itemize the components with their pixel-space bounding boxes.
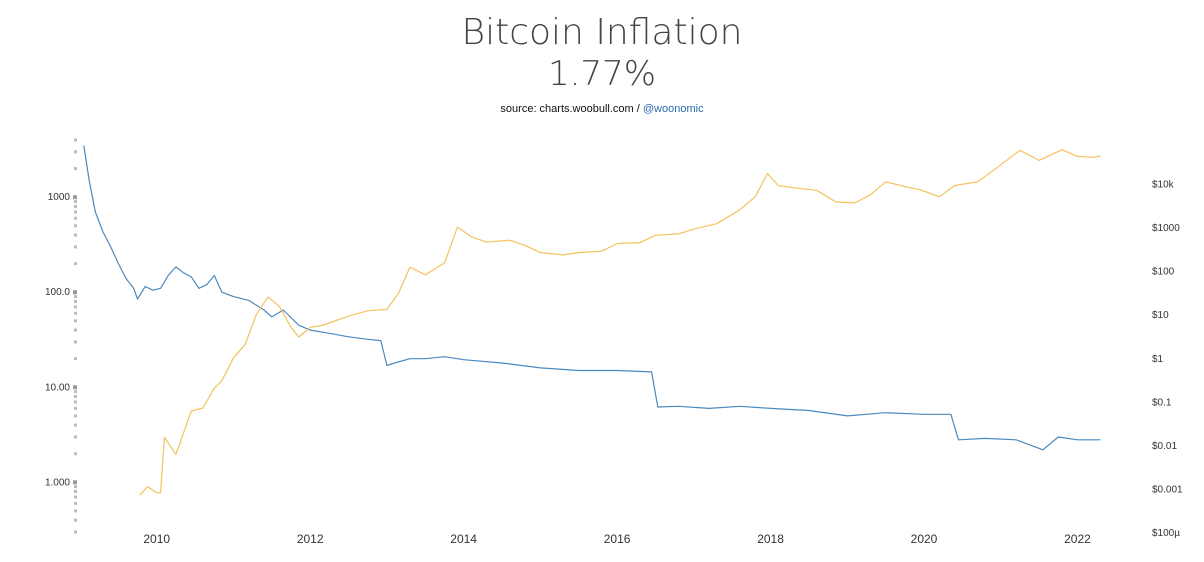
left-minor-tick-1-8: [74, 204, 77, 208]
left-minor-tick-2-2: [74, 357, 77, 361]
left-minor-tick-1-9: [74, 200, 77, 204]
x-tick-label-2018: 2018: [757, 532, 784, 546]
right-tick-label-5: $0.1: [1152, 397, 1172, 408]
x-tick-label-2016: 2016: [604, 532, 631, 546]
source-line: source: charts.woobull.com / @woonomic: [0, 103, 1204, 115]
left-minor-tick-0-2: [74, 167, 77, 171]
right-tick-label-6: $0.01: [1152, 441, 1177, 452]
left-minor-tick-sub-7: [74, 495, 77, 499]
left-minor-tick-sub-4: [74, 518, 77, 522]
left-minor-tick-3-4: [74, 423, 77, 427]
price-line: [139, 149, 1101, 496]
x-tick-label-2012: 2012: [297, 532, 324, 546]
right-tick-label-4: $1: [1152, 354, 1164, 365]
left-minor-tick-1-4: [74, 233, 77, 237]
left-minor-tick-1-7: [74, 210, 77, 214]
left-minor-tick-sub-6: [74, 501, 77, 505]
left-minor-tick-2-9: [74, 295, 77, 299]
chart-title: Bitcoin Inflation: [461, 12, 743, 53]
left-tick-mark-3: [73, 480, 77, 485]
x-axis: 2010 2012 2014 2016 2018 2020 2022: [143, 532, 1091, 546]
left-tick-mark-0: [73, 195, 77, 200]
left-tick-label-3: 1.000: [45, 477, 70, 488]
left-tick-label-0: 1000: [48, 192, 71, 203]
left-minor-tick-0-4: [74, 138, 77, 142]
left-minor-tick-1-3: [74, 245, 77, 249]
x-tick-label-2014: 2014: [450, 532, 477, 546]
source-text: source: charts.woobull.com /: [500, 103, 640, 115]
left-tick-mark-2: [73, 385, 77, 390]
left-minor-tick-1-2: [74, 262, 77, 266]
left-minor-tick-3-2: [74, 452, 77, 456]
left-minor-tick-sub-3: [74, 530, 77, 534]
left-minor-tick-sub-8: [74, 490, 77, 494]
left-minor-tick-0-3: [74, 150, 77, 154]
right-tick-label-1: $1000: [1152, 223, 1180, 234]
right-tick-label-0: $10k: [1152, 180, 1175, 191]
left-minor-tick-2-7: [74, 305, 77, 309]
left-minor-tick-3-7: [74, 400, 77, 404]
left-minor-tick-2-8: [74, 299, 77, 303]
right-tick-label-3: $10: [1152, 310, 1169, 321]
left-minor-tick-2-5: [74, 319, 77, 323]
left-minor-tick-3-8: [74, 394, 77, 398]
left-minor-tick-2-6: [74, 311, 77, 315]
left-minor-tick-3-9: [74, 390, 77, 394]
right-tick-label-7: $0.001: [1152, 484, 1183, 495]
x-tick-label-2020: 2020: [911, 532, 938, 546]
left-minor-tick-3-6: [74, 406, 77, 410]
left-minor-tick-1-6: [74, 216, 77, 220]
right-tick-label-8: $100µ: [1152, 528, 1180, 539]
x-tick-label-2010: 2010: [143, 532, 170, 546]
source-handle-link[interactable]: @woonomic: [642, 103, 704, 115]
left-minor-tick-1-5: [74, 224, 77, 228]
left-minor-tick-sub-5: [74, 509, 77, 513]
series-lines: [83, 145, 1101, 496]
left-minor-tick-3-3: [74, 435, 77, 439]
right-tick-label-2: $100: [1152, 267, 1175, 278]
left-minor-tick-3-5: [74, 414, 77, 418]
left-minor-tick-2-4: [74, 328, 77, 332]
left-minor-tick-sub-9: [74, 485, 77, 489]
left-tick-label-1: 100.0: [45, 287, 70, 298]
x-tick-label-2022: 2022: [1064, 532, 1091, 546]
left-tick-label-2: 10.00: [45, 382, 70, 393]
right-axis: $10k $1000 $100 $10 $1 $0.1 $0.01 $0.001 $100µ: [1152, 180, 1183, 539]
left-axis: 1000 100.0 10.00 1.000: [45, 138, 77, 534]
current-inflation-value: 1.77%: [547, 54, 656, 94]
left-minor-tick-2-3: [74, 340, 77, 344]
left-tick-mark-1: [73, 290, 77, 295]
inflation-line: [83, 145, 1101, 451]
